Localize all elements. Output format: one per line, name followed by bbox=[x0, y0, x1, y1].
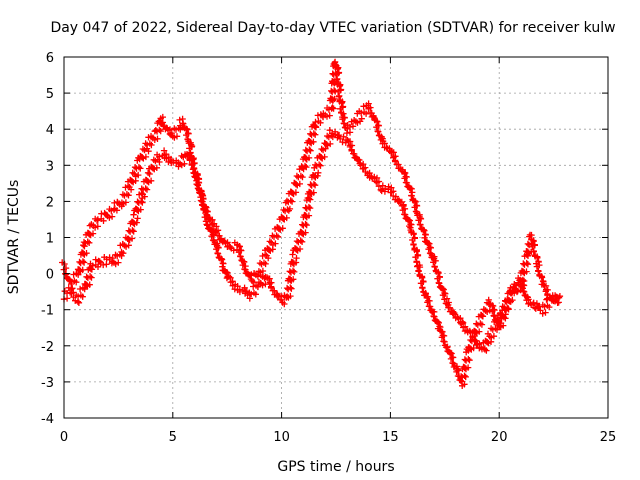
y-tick-label: 6 bbox=[46, 51, 54, 66]
x-axis-title: GPS time / hours bbox=[277, 459, 394, 475]
y-tick-labels: -4 -3 -2 -1 0 1 2 3 4 5 6 bbox=[41, 51, 54, 427]
y-tick-label: 4 bbox=[46, 123, 54, 138]
y-tick-label: 0 bbox=[46, 268, 54, 283]
x-tick-label: 25 bbox=[600, 430, 617, 445]
x-tick-labels: 0 5 10 15 20 25 bbox=[60, 430, 616, 445]
y-tick-label: -3 bbox=[41, 376, 54, 391]
y-tick-label: 1 bbox=[46, 232, 54, 247]
y-axis-title: SDTVAR / TECUs bbox=[6, 180, 22, 295]
y-tick-label: 5 bbox=[46, 87, 54, 102]
x-tick-label: 0 bbox=[60, 430, 68, 445]
x-tick-label: 10 bbox=[273, 430, 290, 445]
x-tick-label: 15 bbox=[382, 430, 399, 445]
chart-title: Day 047 of 2022, Sidereal Day-to-day VTE… bbox=[50, 20, 615, 36]
grid-lines bbox=[64, 57, 608, 418]
y-tick-label: 2 bbox=[46, 195, 54, 210]
y-tick-label: -1 bbox=[41, 304, 54, 319]
y-tick-label: -2 bbox=[41, 340, 54, 355]
axis-ticks bbox=[63, 56, 609, 419]
y-tick-label: -4 bbox=[41, 412, 54, 427]
x-tick-label: 5 bbox=[169, 430, 177, 445]
x-tick-label: 20 bbox=[491, 430, 508, 445]
y-tick-label: 3 bbox=[46, 159, 54, 174]
